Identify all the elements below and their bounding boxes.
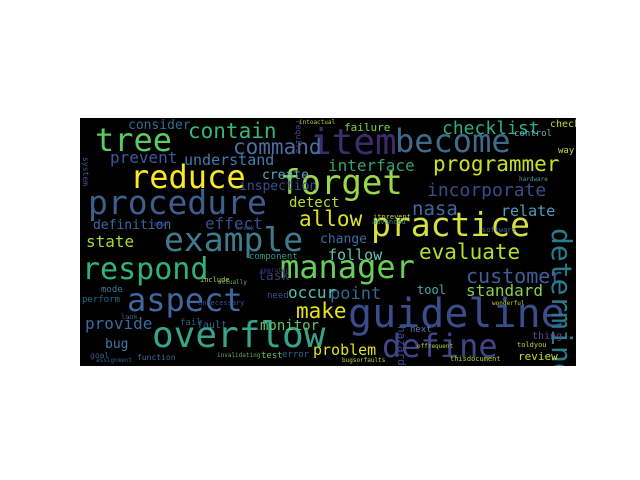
word: operator [260, 267, 289, 274]
word: checklist [442, 118, 540, 139]
word: thing [532, 331, 563, 342]
word: programmer [433, 152, 560, 176]
word: break [236, 225, 255, 232]
word: mean [154, 221, 169, 228]
word: bug [105, 337, 129, 352]
word: fail [180, 318, 202, 328]
word: example [164, 220, 304, 259]
word: incorporate [427, 180, 547, 201]
word: make [296, 299, 347, 323]
word: itprevent [373, 213, 411, 221]
word: consider [128, 118, 191, 133]
word: become [395, 122, 511, 160]
word: include [200, 276, 230, 284]
word: forget [280, 163, 403, 203]
word: tool [417, 283, 446, 297]
word: thisdocument [450, 355, 501, 363]
word: define [382, 327, 498, 365]
word: guideline [348, 291, 565, 337]
word: interface [328, 156, 415, 175]
word: occur [288, 283, 337, 302]
word: inspection [239, 179, 318, 194]
word: reduce [130, 158, 246, 196]
word: determine [545, 228, 576, 366]
word: offrequent [417, 343, 454, 350]
word: overflow [152, 315, 326, 356]
word: look [121, 313, 138, 321]
word: software [482, 226, 516, 234]
word: wonderful [492, 300, 525, 307]
word: provide [85, 314, 153, 333]
word: prevent [110, 148, 178, 167]
word: command [233, 135, 322, 159]
word: relate [501, 202, 556, 220]
word-cloud: guideline overflow procedure forget item beco… [80, 118, 576, 366]
word: way [558, 146, 575, 156]
word: follow [328, 246, 383, 264]
word: require [294, 120, 303, 154]
word: test [261, 351, 283, 361]
word: aspect [127, 281, 243, 319]
word: hazard [395, 326, 408, 366]
word: bugsorfaults [342, 357, 386, 364]
word: component [249, 252, 298, 262]
word: next [410, 325, 432, 335]
word: need [267, 291, 289, 301]
word: perform [82, 295, 120, 305]
word: state [86, 232, 135, 251]
word: understand [184, 151, 275, 169]
word: actually [218, 279, 247, 286]
word: assignment [96, 357, 133, 364]
word: customer [466, 264, 563, 288]
word: definition [93, 218, 172, 233]
word: manager [280, 248, 415, 286]
word: nasa [412, 198, 458, 220]
word: goal [90, 351, 110, 360]
word: failure [344, 121, 391, 134]
word: toldyou [517, 341, 547, 349]
word: invalidating [217, 352, 261, 359]
word: effect [205, 214, 263, 233]
word: review [518, 350, 558, 363]
word: evaluate [419, 240, 521, 264]
word: advanced [372, 218, 406, 226]
word: intoactual [299, 119, 336, 126]
word: respond [82, 252, 209, 287]
word: procedure [88, 183, 267, 222]
word: contain [188, 119, 277, 143]
word: allow [299, 207, 363, 231]
word: mode [101, 285, 123, 295]
word: tree [95, 121, 173, 159]
word: practice [371, 205, 530, 244]
word: item [310, 122, 397, 163]
word: error [282, 350, 310, 360]
word: function [137, 353, 176, 362]
word: standard [466, 281, 544, 300]
word: change [320, 232, 367, 247]
word: control [514, 129, 552, 139]
word: check [550, 119, 576, 130]
word: monitor [260, 318, 320, 334]
word: detect [289, 195, 340, 211]
word: system [81, 157, 90, 186]
word: create [262, 168, 309, 183]
word: hardware [519, 176, 548, 183]
word: fault [197, 320, 228, 331]
word: unnecessary [198, 299, 245, 307]
word: point [330, 284, 382, 304]
word: problem [313, 341, 377, 359]
word: task [258, 269, 290, 284]
